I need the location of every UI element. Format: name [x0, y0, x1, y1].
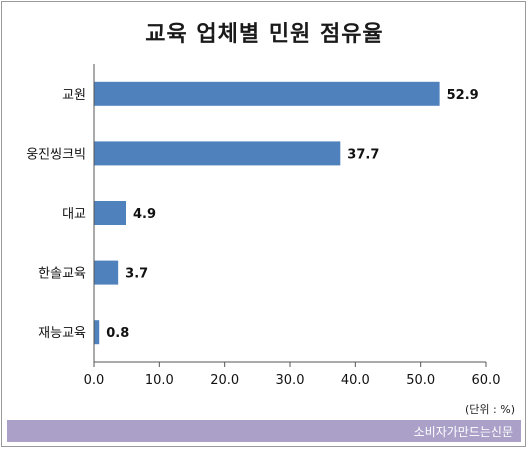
x-axis: 0.0 10.0 20.0 30.0 40.0 50.0 60.0	[84, 64, 501, 388]
value-label: 37.7	[347, 147, 379, 162]
x-tick-label: 0.0	[84, 373, 105, 388]
footer-bar: 소비자가만드는신문	[7, 420, 521, 442]
chart-title: 교육 업체별 민원 점유율	[145, 22, 384, 47]
bar-4	[94, 320, 100, 345]
category-label: 교원	[62, 88, 86, 103]
value-labels: 52.9 37.7 4.9 3.7 0.8	[106, 88, 478, 341]
x-tick-label: 10.0	[145, 373, 174, 388]
x-tick-label: 30.0	[276, 373, 305, 388]
source-label: 소비자가만드는신문	[413, 425, 513, 439]
bars-layer	[94, 81, 440, 345]
value-label: 0.8	[106, 326, 129, 341]
unit-note: (단위 : %)	[465, 403, 515, 416]
value-label: 3.7	[125, 267, 148, 282]
value-label: 4.9	[133, 207, 156, 222]
bar-0	[94, 81, 440, 106]
category-label: 한솔교육	[38, 267, 86, 282]
category-label: 웅진씽크빅	[26, 147, 86, 162]
category-label: 대교	[62, 207, 86, 222]
x-tick-label: 50.0	[406, 373, 435, 388]
bar-2	[94, 201, 127, 225]
x-tick-label: 40.0	[341, 373, 370, 388]
x-tick-label: 60.0	[472, 373, 501, 388]
value-label: 52.9	[447, 88, 479, 103]
category-label: 재능교육	[38, 326, 86, 341]
x-tick-label: 20.0	[210, 373, 239, 388]
bar-1	[94, 141, 341, 166]
bar-3	[94, 260, 119, 285]
